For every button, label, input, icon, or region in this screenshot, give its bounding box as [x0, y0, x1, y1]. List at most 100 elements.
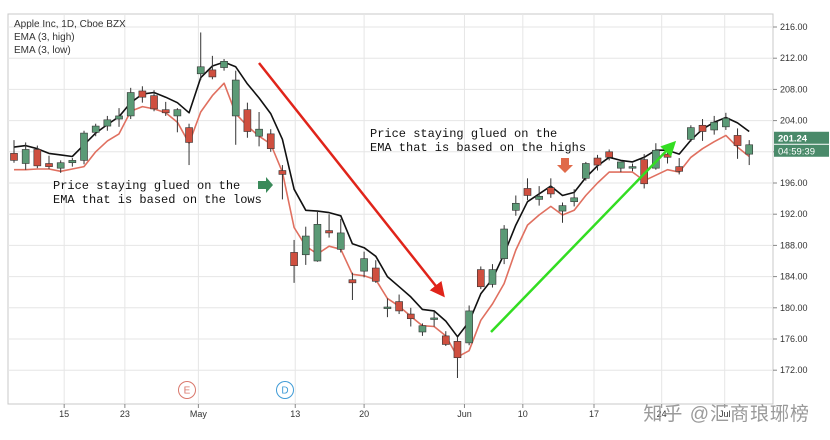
candle-body [208, 69, 217, 78]
candle [383, 298, 392, 318]
candle [360, 251, 368, 278]
candle [722, 112, 730, 130]
y-tick-label: 184.00 [780, 272, 808, 282]
x-tick-label: 24 [657, 409, 667, 419]
candle [558, 202, 567, 223]
watermark: 知乎 @汇商琅琊榜 [643, 404, 810, 425]
candle [535, 186, 543, 206]
y-tick-label: 212.00 [780, 53, 808, 63]
candle [45, 155, 53, 169]
candle [675, 158, 683, 175]
candle-body [45, 163, 53, 167]
candle [418, 323, 427, 336]
y-tick-label: 188.00 [780, 240, 808, 250]
candle-body [33, 149, 42, 167]
annotation-lows: Price staying glued on the EMA that is b… [53, 179, 262, 207]
y-tick-label: 196.00 [780, 178, 808, 188]
candle [21, 142, 30, 170]
candle [10, 140, 18, 163]
candle [68, 158, 77, 167]
candle [301, 226, 310, 265]
candle [476, 266, 485, 290]
candle-body [523, 188, 532, 196]
candle [208, 55, 217, 80]
candle [430, 311, 438, 327]
candle-body [173, 109, 182, 117]
y-tick-label: 208.00 [780, 84, 808, 94]
candle-body [687, 127, 695, 140]
candle [185, 123, 193, 166]
event-marker-label: D [281, 386, 288, 397]
y-tick-label: 180.00 [780, 303, 808, 313]
candle [453, 336, 462, 378]
candle [593, 154, 602, 171]
candle [290, 239, 298, 283]
downtrend-arrow [258, 62, 445, 298]
candle [80, 130, 88, 165]
candle [547, 178, 555, 198]
candle-body [185, 127, 193, 143]
candle-body [161, 109, 170, 114]
ema-low-line [14, 82, 750, 358]
candle [278, 165, 287, 200]
candle [605, 149, 613, 161]
candle-body [698, 124, 707, 132]
candle-body [68, 160, 77, 164]
candle-body [383, 306, 392, 309]
candle [161, 101, 170, 116]
candle-body [535, 195, 543, 200]
candle [465, 305, 473, 346]
annotation-highs-line-2: EMA that is based on the highs [370, 141, 587, 155]
candle-body [441, 335, 450, 345]
candle-body [243, 109, 252, 132]
candle-body [115, 115, 123, 120]
annotation-highs: Price staying glued on the EMA that is b… [370, 127, 586, 155]
x-tick-label: 13 [290, 409, 300, 419]
x-tick-label: 20 [359, 409, 369, 419]
x-tick-label: Jul [719, 409, 731, 419]
candle-body [582, 163, 590, 179]
candle-body [512, 202, 520, 211]
candle [348, 272, 357, 300]
pointer-arrow-right [258, 177, 273, 193]
x-tick-label: 10 [518, 409, 528, 419]
x-tick-label: May [190, 409, 208, 419]
candle-body [663, 153, 672, 158]
candle [231, 70, 240, 145]
candle [488, 264, 497, 288]
candle-body [745, 144, 754, 155]
candle-body [336, 232, 345, 250]
price-badge-label: 201.24 [778, 133, 808, 144]
time-badge [774, 144, 829, 157]
candle-body [605, 151, 613, 158]
candle-body [138, 90, 147, 98]
candle [733, 128, 742, 159]
candle-body [628, 166, 637, 169]
candle-body [371, 267, 380, 282]
candle-body [80, 132, 88, 161]
candle-body [547, 187, 555, 195]
candle-body [290, 252, 298, 266]
candle-body [220, 61, 228, 68]
candle [255, 112, 263, 147]
candle [103, 115, 112, 131]
event-marker-d [276, 381, 294, 399]
candle-body [710, 121, 719, 131]
plot-frame [7, 13, 774, 405]
candle [745, 140, 754, 166]
candle [325, 214, 333, 238]
annotation-highs-line-1: Price staying glued on the [370, 127, 558, 141]
candle-body [617, 161, 625, 169]
candle [313, 211, 322, 262]
candle-body [301, 235, 310, 256]
x-tick-label: 23 [120, 409, 130, 419]
x-tick-label: 15 [59, 409, 69, 419]
x-tick-label: Jun [457, 409, 472, 419]
candle-body [500, 228, 508, 259]
candle-body [430, 317, 438, 320]
candle [441, 331, 450, 347]
candle-body [558, 205, 567, 212]
candle [406, 307, 415, 327]
candle [115, 108, 123, 127]
candle [150, 90, 158, 112]
